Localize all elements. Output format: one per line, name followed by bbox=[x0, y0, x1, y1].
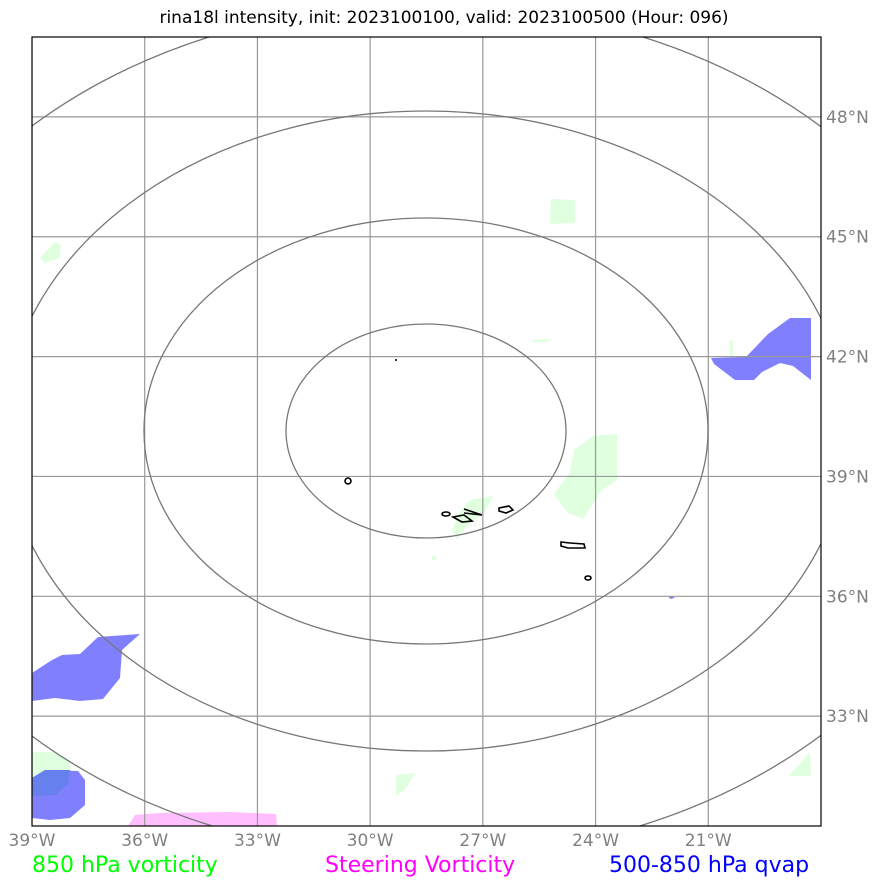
latitude-labels: 33°N 36°N 39°N 42°N 45°N 48°N bbox=[826, 108, 869, 727]
qvap-area bbox=[32, 634, 140, 701]
range-ring bbox=[285, 323, 567, 539]
legend-steering-vorticity: Steering Vorticity bbox=[325, 853, 516, 878]
latitude-tick-label: 42°N bbox=[826, 348, 869, 368]
gridlines bbox=[32, 37, 821, 826]
vorticity-area bbox=[396, 773, 415, 795]
longitude-tick-label: 30°W bbox=[347, 831, 394, 851]
vorticity-contours bbox=[344, 359, 592, 581]
longitude-tick-label: 33°W bbox=[234, 831, 281, 851]
latitude-tick-label: 36°N bbox=[826, 587, 869, 607]
range-ring bbox=[143, 217, 709, 645]
range-rings bbox=[32, 37, 821, 826]
longitude-tick-label: 21°W bbox=[685, 831, 732, 851]
contour-line bbox=[450, 514, 475, 523]
contour-line bbox=[560, 541, 587, 549]
qvap-overlap-area bbox=[32, 770, 70, 796]
contour-line bbox=[344, 477, 352, 485]
vorticity-area bbox=[532, 339, 553, 342]
vorticity-area bbox=[432, 556, 437, 560]
longitude-labels: 39°W 36°W 33°W 30°W 27°W 24°W 21°W bbox=[9, 831, 732, 851]
qvap-area bbox=[711, 318, 811, 380]
map-frame bbox=[31, 36, 822, 827]
latitude-tick-label: 48°N bbox=[826, 108, 869, 128]
latitude-tick-label: 39°N bbox=[826, 467, 869, 487]
vorticity-area bbox=[40, 242, 61, 263]
contour-line bbox=[463, 508, 483, 516]
longitude-tick-label: 24°W bbox=[572, 831, 619, 851]
vorticity-area bbox=[550, 199, 575, 224]
field-layer bbox=[32, 199, 811, 826]
contour-line bbox=[441, 511, 451, 517]
legend-qvap: 500-850 hPa qvap bbox=[609, 853, 810, 878]
contour-line bbox=[584, 575, 592, 581]
latitude-tick-label: 33°N bbox=[826, 707, 869, 727]
longitude-tick-label: 27°W bbox=[459, 831, 506, 851]
range-ring bbox=[32, 110, 821, 752]
latitude-tick-label: 45°N bbox=[826, 228, 869, 248]
longitude-tick-label: 39°W bbox=[9, 831, 56, 851]
steering-vorticity-area bbox=[128, 812, 277, 826]
vorticity-area bbox=[730, 340, 733, 356]
map-title: rina18l intensity, init: 2023100100, val… bbox=[159, 8, 729, 28]
range-ring bbox=[32, 37, 821, 826]
contour-line bbox=[498, 505, 515, 514]
vorticity-area bbox=[789, 752, 811, 776]
longitude-tick-label: 36°W bbox=[121, 831, 168, 851]
legend-vorticity: 850 hPa vorticity bbox=[32, 853, 218, 878]
